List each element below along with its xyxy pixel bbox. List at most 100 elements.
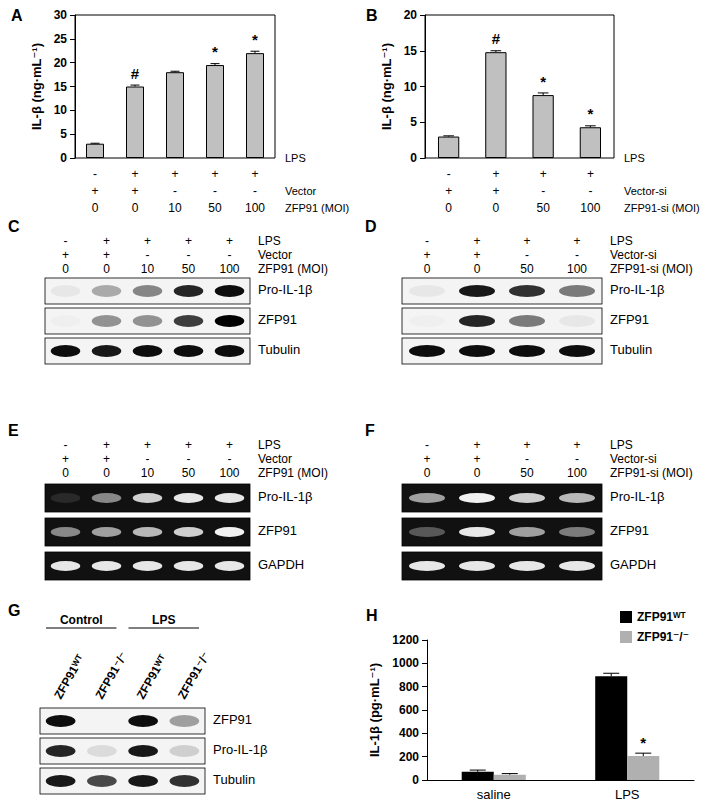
svg-text:Pro-IL-1β: Pro-IL-1β (610, 282, 664, 297)
svg-text:-: - (253, 184, 257, 198)
svg-text:Tubulin: Tubulin (610, 342, 652, 357)
svg-text:1000: 1000 (392, 656, 419, 670)
svg-text:+: + (62, 248, 69, 262)
svg-text:25: 25 (54, 32, 68, 46)
svg-text:+: + (523, 438, 530, 452)
svg-text:100: 100 (567, 466, 587, 480)
svg-text:ZFP91: ZFP91 (213, 712, 252, 727)
svg-text:*: * (540, 73, 546, 90)
svg-text:ZFP91-si (MOI): ZFP91-si (MOI) (610, 466, 693, 480)
svg-text:Vector-si: Vector-si (624, 185, 667, 197)
svg-text:Pro-IL-1β: Pro-IL-1β (610, 489, 664, 504)
svg-text:-: - (146, 452, 150, 466)
svg-text:LPS: LPS (624, 152, 645, 164)
svg-text:0: 0 (62, 466, 69, 480)
svg-text:LPS: LPS (615, 787, 640, 802)
svg-text:+: + (473, 452, 480, 466)
svg-text:5: 5 (410, 115, 417, 129)
svg-text:-: - (187, 248, 191, 262)
svg-text:Tubulin: Tubulin (213, 772, 255, 787)
svg-text:LPS: LPS (285, 152, 306, 164)
svg-text:+: + (62, 452, 69, 466)
svg-text:LPS: LPS (152, 613, 175, 627)
svg-text:+: + (573, 234, 580, 248)
svg-text:0: 0 (474, 466, 481, 480)
svg-text:Pro-IL-1β: Pro-IL-1β (213, 742, 267, 757)
svg-text:-: - (525, 452, 529, 466)
svg-text:-: - (447, 167, 451, 181)
svg-text:400: 400 (399, 726, 419, 740)
svg-text:15: 15 (404, 44, 418, 58)
svg-text:100: 100 (219, 262, 239, 276)
svg-text:-: - (588, 184, 592, 198)
svg-text:+: + (251, 167, 258, 181)
svg-text:50: 50 (520, 466, 534, 480)
svg-text:0: 0 (445, 201, 452, 215)
svg-text:ZFP91: ZFP91 (258, 523, 297, 538)
svg-text:+: + (91, 184, 98, 198)
svg-text:+: + (185, 234, 192, 248)
svg-text:+: + (131, 184, 138, 198)
svg-text:saline: saline (477, 787, 511, 802)
svg-text:100: 100 (219, 466, 239, 480)
svg-text:10: 10 (54, 103, 68, 117)
svg-text:ZFP91 (MOI): ZFP91 (MOI) (285, 202, 349, 214)
svg-text:Vector: Vector (285, 185, 317, 197)
svg-text:5: 5 (60, 127, 67, 141)
svg-text:15: 15 (54, 80, 68, 94)
svg-text:ZFP91ᵂᵀ: ZFP91ᵂᵀ (134, 652, 171, 701)
svg-text:+: + (103, 452, 110, 466)
svg-text:600: 600 (399, 703, 419, 717)
svg-text:B: B (366, 7, 378, 24)
svg-text:GAPDH: GAPDH (258, 557, 304, 572)
svg-text:50: 50 (536, 201, 550, 215)
svg-text:+: + (523, 234, 530, 248)
svg-text:ZFP91ᵂᵀ: ZFP91ᵂᵀ (51, 652, 88, 701)
svg-text:ZFP91-si (MOI): ZFP91-si (MOI) (610, 262, 693, 276)
svg-text:Tubulin: Tubulin (258, 342, 300, 357)
svg-text:10: 10 (141, 466, 155, 480)
svg-text:+: + (445, 184, 452, 198)
svg-text:-: - (64, 438, 68, 452)
svg-text:+: + (473, 438, 480, 452)
svg-text:+: + (185, 438, 192, 452)
svg-text:-: - (541, 184, 545, 198)
svg-text:+: + (103, 248, 110, 262)
svg-text:Control: Control (60, 613, 103, 627)
svg-text:0: 0 (424, 262, 431, 276)
svg-text:+: + (473, 234, 480, 248)
svg-text:0: 0 (62, 262, 69, 276)
svg-text:-: - (425, 438, 429, 452)
svg-text:ZFP91⁻/⁻: ZFP91⁻/⁻ (637, 630, 689, 644)
svg-text:+: + (492, 184, 499, 198)
svg-text:50: 50 (520, 262, 534, 276)
svg-text:100: 100 (245, 201, 265, 215)
svg-text:+: + (587, 167, 594, 181)
svg-text:+: + (423, 452, 430, 466)
svg-text:Vector: Vector (258, 248, 292, 262)
svg-text:+: + (423, 248, 430, 262)
svg-text:-: - (213, 184, 217, 198)
svg-text:+: + (540, 167, 547, 181)
svg-text:0: 0 (410, 151, 417, 165)
svg-text:100: 100 (567, 262, 587, 276)
svg-text:+: + (473, 248, 480, 262)
svg-text:F: F (365, 422, 375, 439)
svg-text:10: 10 (168, 201, 182, 215)
svg-text:*: * (212, 43, 218, 60)
svg-text:ZFP91: ZFP91 (610, 312, 649, 327)
svg-text:20: 20 (54, 56, 68, 70)
svg-text:+: + (144, 438, 151, 452)
svg-text:-: - (173, 184, 177, 198)
svg-text:ZFP91-si (MOI): ZFP91-si (MOI) (624, 202, 700, 214)
svg-text:H: H (366, 607, 378, 624)
svg-text:LPS: LPS (258, 438, 281, 452)
svg-text:+: + (492, 167, 499, 181)
svg-text:+: + (131, 167, 138, 181)
svg-text:+: + (144, 234, 151, 248)
svg-text:0: 0 (60, 151, 67, 165)
svg-text:IL-β (ng·mL⁻¹): IL-β (ng·mL⁻¹) (29, 43, 44, 130)
svg-text:200: 200 (399, 750, 419, 764)
svg-text:-: - (187, 452, 191, 466)
svg-text:10: 10 (404, 80, 418, 94)
